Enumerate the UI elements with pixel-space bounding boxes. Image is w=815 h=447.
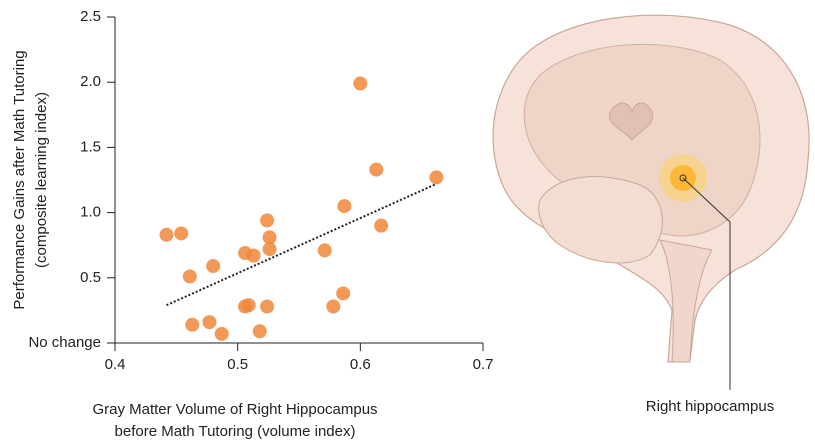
- data-point: [326, 299, 341, 314]
- x-axis-title: Gray Matter Volume of Right Hippocampus: [92, 401, 377, 418]
- data-point: [262, 242, 277, 257]
- ventricle: [608, 102, 654, 141]
- annotation: Right hippocampus: [646, 398, 774, 415]
- data-point: [202, 315, 217, 330]
- data-point: [241, 298, 256, 313]
- data-point: [252, 324, 267, 339]
- brainstem: [659, 239, 713, 363]
- data-point: [260, 299, 275, 314]
- data-point: [336, 286, 351, 301]
- brain-illustration: [492, 14, 810, 390]
- temporal-lobe: [538, 176, 663, 264]
- y-tick-label: 1.0: [80, 204, 101, 221]
- data-point: [317, 243, 332, 258]
- data-point: [182, 269, 197, 284]
- data-point: [337, 199, 352, 214]
- y-axis-title: Performance Gains after Math Tutoring: [11, 50, 28, 309]
- y-tick-label: 0.5: [80, 269, 101, 286]
- x-tick-label: 0.4: [105, 356, 126, 373]
- x-tick-label: 0.7: [473, 356, 494, 373]
- y-tick-label: 2.0: [80, 73, 101, 90]
- data-point: [185, 317, 200, 332]
- data-point: [369, 162, 384, 177]
- y-tick-label: 2.5: [80, 8, 101, 25]
- data-point: [159, 227, 174, 242]
- data-point: [374, 218, 389, 233]
- x-tick-label: 0.5: [227, 356, 248, 373]
- trend-line: [166, 182, 437, 307]
- hippocampus-point: [679, 174, 687, 182]
- y-tick-label: No change: [28, 334, 101, 351]
- data-point: [353, 76, 368, 91]
- data-point: [214, 326, 229, 341]
- data-point: [174, 226, 189, 241]
- data-point: [260, 213, 275, 228]
- x-axis-title: before Math Tutoring (volume index): [115, 423, 356, 440]
- x-tick-label: 0.6: [350, 356, 371, 373]
- data-point: [262, 230, 277, 245]
- y-axis-title: (composite learning index): [33, 92, 50, 268]
- y-tick-label: 1.5: [80, 138, 101, 155]
- leader-line: [682, 177, 731, 390]
- data-point: [206, 259, 221, 274]
- data-point: [246, 248, 261, 263]
- data-point: [429, 170, 444, 185]
